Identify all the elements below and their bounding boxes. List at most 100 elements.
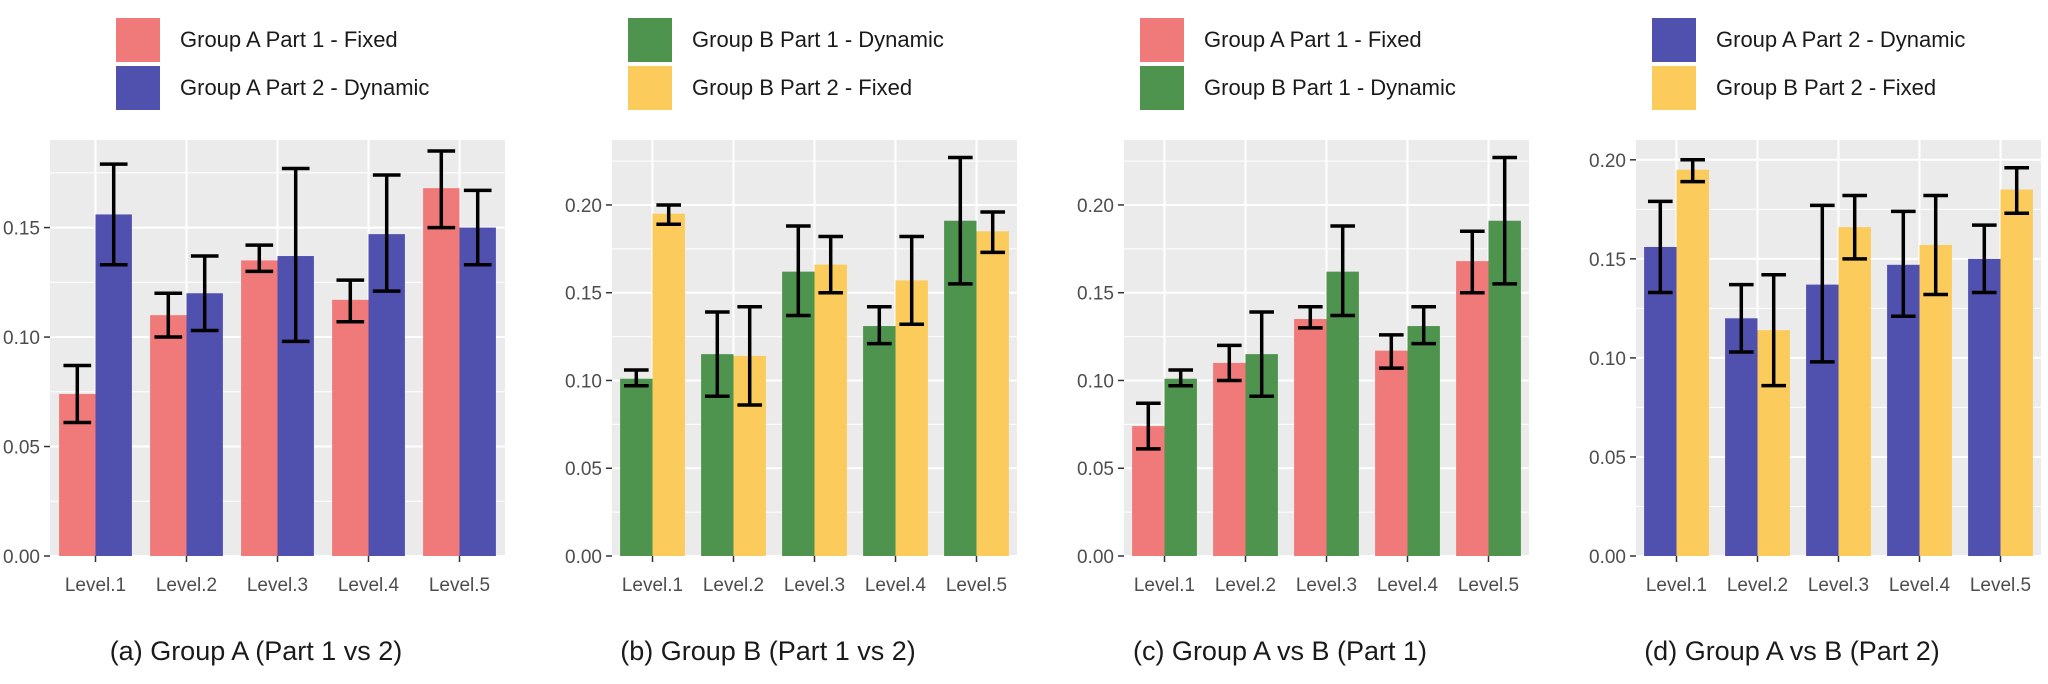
bar bbox=[459, 227, 496, 556]
error-bar bbox=[1330, 224, 1356, 318]
error-bar bbox=[1890, 209, 1916, 319]
bar bbox=[423, 188, 460, 556]
x-tick-label: Level.4 bbox=[865, 575, 927, 596]
legend-item: Group B Part 1 - Dynamic bbox=[1140, 66, 1456, 110]
panel-a: Group A Part 1 - Fixed Group A Part 2 - … bbox=[0, 0, 512, 684]
y-tick-label: 0.10 bbox=[3, 328, 40, 349]
bar bbox=[1456, 261, 1489, 556]
legend-key bbox=[1140, 66, 1184, 110]
legend-label: Group A Part 2 - Dynamic bbox=[180, 75, 430, 100]
chart-b: 0.00 0.05 0.10 0.15 0.20 Level.1 Level.2 Level.… bbox=[565, 140, 1017, 596]
chart-c: 0.00 0.05 0.10 0.15 0.20 Level.1 Level.2 Level.… bbox=[1077, 140, 1529, 596]
bar bbox=[1644, 246, 1677, 556]
error-bar bbox=[947, 155, 973, 286]
legend-key bbox=[1652, 18, 1696, 62]
x-tick-label: Level.2 bbox=[703, 575, 764, 596]
x-tick-label: Level.3 bbox=[1296, 575, 1357, 596]
error-bar bbox=[1492, 155, 1518, 286]
error-bar bbox=[704, 310, 730, 399]
bar bbox=[1838, 227, 1871, 556]
error-bar bbox=[427, 149, 456, 230]
error-bar bbox=[818, 234, 844, 295]
y-tick-label: 0.15 bbox=[1589, 250, 1626, 271]
legend-label: Group B Part 1 - Dynamic bbox=[1204, 75, 1456, 100]
legend-key bbox=[116, 18, 160, 62]
error-bar bbox=[1378, 333, 1404, 370]
legend-item: Group A Part 2 - Dynamic bbox=[1652, 18, 1965, 62]
error-bar bbox=[656, 203, 682, 227]
y-tick-label: 0.00 bbox=[3, 547, 40, 568]
bar bbox=[1375, 350, 1408, 556]
y-tick-label: 0.15 bbox=[565, 284, 602, 305]
error-bar bbox=[899, 234, 925, 327]
x-tick-label: Level.2 bbox=[156, 575, 217, 596]
x-tick-label: Level.1 bbox=[65, 575, 126, 596]
y-tick-label: 0.10 bbox=[565, 371, 602, 392]
legend-label: Group B Part 1 - Dynamic bbox=[692, 27, 944, 52]
x-tick-label: Level.1 bbox=[1646, 575, 1707, 596]
legend-item: Group A Part 1 - Fixed bbox=[1140, 18, 1422, 62]
bar bbox=[332, 299, 369, 556]
error-bar bbox=[1459, 229, 1485, 295]
error-bar bbox=[1842, 193, 1868, 261]
bar bbox=[1164, 378, 1197, 556]
bar bbox=[976, 231, 1009, 556]
error-bar bbox=[99, 162, 128, 267]
legend-item: Group A Part 2 - Dynamic bbox=[116, 66, 429, 110]
bar bbox=[620, 378, 653, 556]
bar bbox=[1919, 244, 1952, 556]
chart-d: 0.00 0.05 0.10 0.15 0.20 Level.1 Level.2 Level.… bbox=[1589, 140, 2041, 596]
panel-b: Group B Part 1 - Dynamic Group B Part 2 … bbox=[512, 0, 1024, 684]
error-bar bbox=[623, 368, 649, 388]
error-bar bbox=[1411, 305, 1437, 346]
bar bbox=[1968, 258, 2001, 556]
legend-item: Group B Part 1 - Dynamic bbox=[628, 18, 944, 62]
x-tick-label: Level.3 bbox=[1808, 575, 1869, 596]
error-bar bbox=[1647, 199, 1673, 295]
bar bbox=[95, 214, 132, 556]
error-bar bbox=[1135, 401, 1161, 451]
bar bbox=[782, 271, 815, 556]
bar bbox=[1294, 319, 1327, 556]
panel-c: Group A Part 1 - Fixed Group B Part 1 - … bbox=[1024, 0, 1536, 684]
legend-label: Group A Part 1 - Fixed bbox=[180, 27, 398, 52]
bar bbox=[1407, 326, 1440, 556]
bar bbox=[1676, 169, 1709, 556]
bar bbox=[1213, 362, 1246, 556]
y-tick-label: 0.20 bbox=[1077, 196, 1114, 217]
error-bar bbox=[866, 305, 892, 346]
error-bar bbox=[1728, 282, 1754, 354]
bar bbox=[895, 280, 928, 556]
bar bbox=[2000, 189, 2033, 556]
bar bbox=[652, 213, 685, 557]
legend-key bbox=[1652, 66, 1696, 110]
bar bbox=[1725, 318, 1758, 556]
x-tick-label: Level.3 bbox=[247, 575, 308, 596]
chart-a: 0.00 0.05 0.10 0.15 Level.1 Level.2 Level.3 Lev… bbox=[3, 140, 505, 596]
x-tick-label: Level.4 bbox=[1889, 575, 1951, 596]
x-tick-label: Level.1 bbox=[622, 575, 683, 596]
panel-d: Group A Part 2 - Dynamic Group B Part 2 … bbox=[1536, 0, 2048, 684]
y-tick-label: 0.05 bbox=[1077, 459, 1114, 480]
error-bar bbox=[336, 278, 365, 324]
error-bar bbox=[1216, 343, 1242, 383]
error-bar bbox=[63, 363, 92, 425]
legend-label: Group B Part 2 - Fixed bbox=[1716, 75, 1937, 100]
y-tick-label: 0.05 bbox=[1589, 448, 1626, 469]
caption: (a) Group A (Part 1 vs 2) bbox=[109, 636, 403, 666]
error-bar bbox=[1761, 272, 1787, 388]
legend-label: Group A Part 2 - Dynamic bbox=[1716, 27, 1966, 52]
x-tick-label: Level.5 bbox=[429, 575, 490, 596]
y-tick-label: 0.20 bbox=[1589, 151, 1626, 172]
error-bar bbox=[154, 291, 183, 339]
y-tick-label: 0.20 bbox=[565, 196, 602, 217]
caption: (b) Group B (Part 1 vs 2) bbox=[620, 636, 916, 666]
legend-key bbox=[116, 66, 160, 110]
y-tick-label: 0.15 bbox=[1077, 284, 1114, 305]
error-bar bbox=[245, 243, 274, 274]
caption: (d) Group A vs B (Part 2) bbox=[1644, 636, 1940, 666]
x-tick-label: Level.5 bbox=[946, 575, 1007, 596]
error-bar bbox=[190, 254, 219, 333]
legend-key bbox=[628, 18, 672, 62]
